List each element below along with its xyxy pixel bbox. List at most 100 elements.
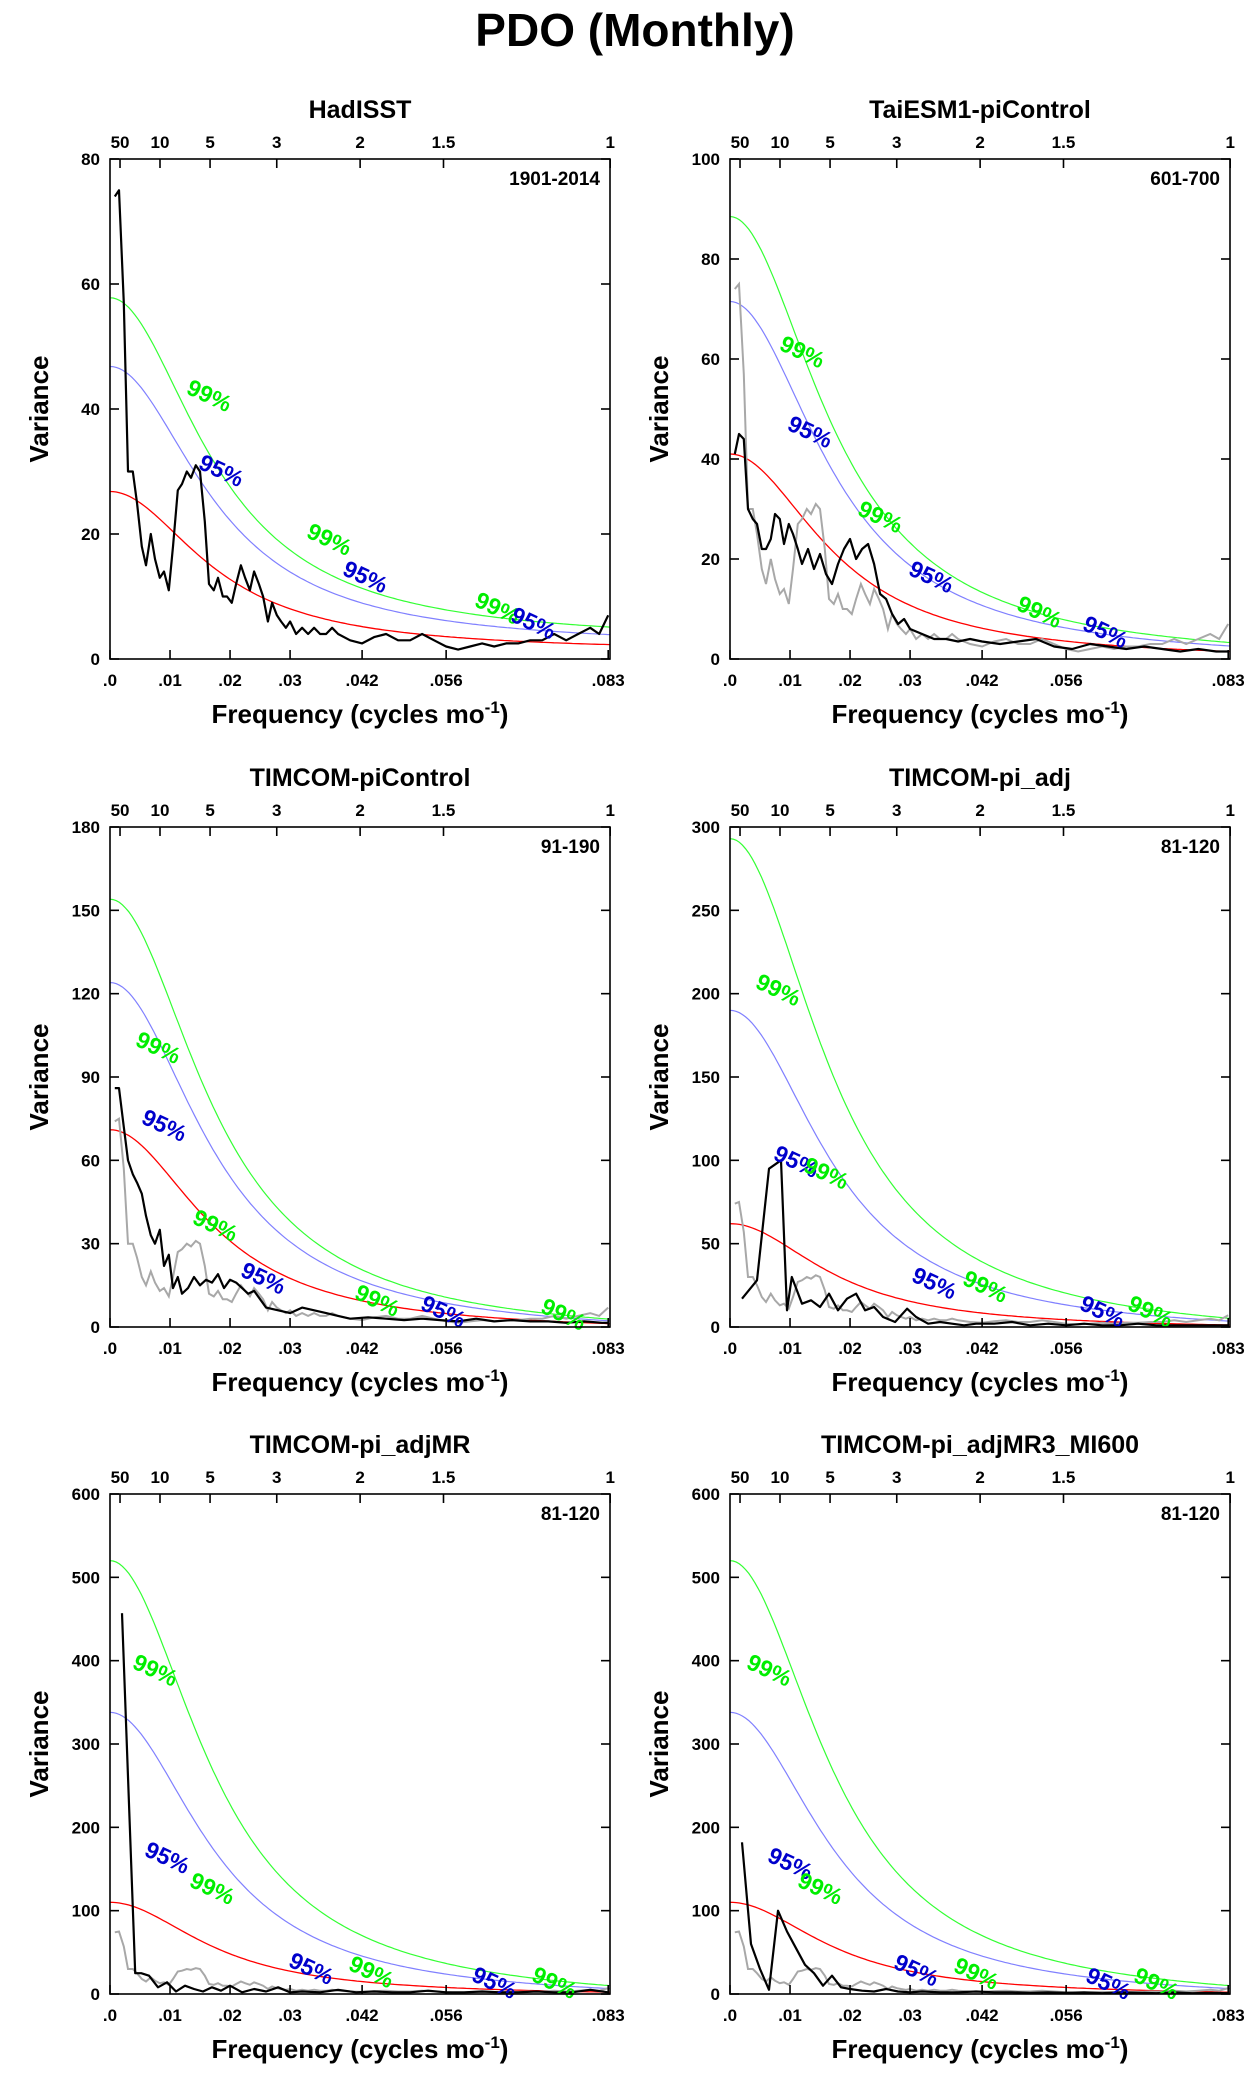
y-tick-label: 100 — [692, 1902, 720, 1921]
top-tick-label: 3 — [892, 133, 901, 152]
reference-spectrum-line — [734, 281, 1230, 653]
top-tick-label: 2 — [355, 133, 364, 152]
spectrum-line — [741, 1159, 1229, 1327]
x-tick-label: .0 — [103, 1339, 117, 1358]
x-axis-label: Frequency (cycles mo-1) — [832, 1366, 1129, 1397]
y-tick-label: 40 — [81, 400, 100, 419]
x-tick-label: .03 — [898, 1339, 922, 1358]
x-tick-label: .01 — [158, 671, 182, 690]
top-tick-label: 2 — [975, 801, 984, 820]
significance-label-99: 99% — [351, 1279, 404, 1322]
x-tick-label: .02 — [838, 1339, 862, 1358]
panel-title: TIMCOM-pi_adjMR3_MI600 — [821, 1431, 1139, 1459]
page-title: PDO (Monthly) — [475, 4, 794, 56]
confidence-99-curve — [730, 838, 1230, 1319]
y-tick-label: 250 — [692, 901, 720, 920]
x-tick-label: .0 — [103, 671, 117, 690]
y-tick-label: 50 — [701, 1235, 720, 1254]
top-tick-label: 1.5 — [1052, 801, 1076, 820]
spectrum-line — [113, 189, 610, 651]
x-tick-label: .03 — [278, 671, 302, 690]
confidence-99-curve — [110, 898, 610, 1320]
chart-panel-6: TIMCOM-pi_adjMR3_MI60081-12099%95%99%95%… — [644, 1431, 1245, 2064]
top-tick-label: 50 — [111, 1468, 130, 1487]
x-tick-label: .01 — [778, 671, 802, 690]
top-tick-label: 2 — [355, 801, 364, 820]
significance-label-99: 99% — [132, 1026, 185, 1069]
significance-label-99: 99% — [743, 1649, 796, 1692]
significance-label-95: 95% — [890, 1949, 943, 1992]
significance-label-99: 99% — [959, 1265, 1012, 1308]
top-tick-label: 50 — [731, 801, 750, 820]
plot-area — [730, 1560, 1230, 1994]
top-tick-label: 1.5 — [432, 1468, 456, 1487]
top-tick-label: 1 — [605, 133, 614, 152]
significance-label-99: 99% — [129, 1649, 182, 1692]
plot-frame — [109, 1493, 611, 1995]
panel-title: TIMCOM-pi_adj — [889, 764, 1071, 792]
significance-label-99: 99% — [794, 1867, 847, 1910]
x-axis-label: Frequency (cycles mo-1) — [212, 1366, 509, 1397]
panel-title: TIMCOM-pi_adjMR — [250, 1431, 471, 1459]
confidence-99-curve — [730, 215, 1230, 644]
top-tick-label: 5 — [825, 1468, 834, 1487]
x-tick-label: .056 — [430, 1339, 463, 1358]
x-tick-label: .042 — [966, 1339, 999, 1358]
x-tick-label: .03 — [898, 2006, 922, 2025]
plot-frame — [109, 826, 611, 1328]
y-tick-label: 100 — [72, 1902, 100, 1921]
plot-frame — [729, 158, 1231, 660]
spectrum-line — [114, 1086, 609, 1324]
significance-label-99: 99% — [345, 1950, 398, 1993]
y-tick-label: 600 — [72, 1485, 100, 1504]
x-tick-label: .083 — [592, 2006, 625, 2025]
significance-label-99: 99% — [189, 1204, 242, 1247]
x-tick-label: .042 — [346, 671, 379, 690]
confidence-99-curve — [110, 297, 610, 628]
x-axis-label: Frequency (cycles mo-1) — [832, 2033, 1129, 2064]
top-tick-label: 1.5 — [1052, 1468, 1076, 1487]
top-tick-label: 2 — [975, 1468, 984, 1487]
y-tick-label: 90 — [81, 1068, 100, 1087]
significance-label-99: 99% — [950, 1952, 1003, 1995]
top-tick-label: 2 — [975, 133, 984, 152]
top-tick-label: 5 — [205, 1468, 214, 1487]
x-tick-label: .042 — [346, 1339, 379, 1358]
x-tick-label: .02 — [838, 671, 862, 690]
red-noise-curve — [730, 1901, 1230, 1993]
confidence-99-curve — [730, 1560, 1230, 1987]
x-tick-label: .042 — [346, 2006, 379, 2025]
significance-label-99: 99% — [1130, 1962, 1183, 2005]
top-tick-label: 50 — [111, 133, 130, 152]
y-axis-label: Variance — [644, 1691, 674, 1798]
confidence-95-curve — [730, 300, 1230, 647]
y-tick-label: 300 — [72, 1735, 100, 1754]
confidence-99-curve — [110, 1560, 610, 1987]
y-tick-label: 200 — [692, 985, 720, 1004]
significance-label-95: 95% — [285, 1947, 338, 1990]
plot-area — [110, 189, 610, 651]
y-tick-label: 80 — [701, 250, 720, 269]
top-tick-label: 1 — [605, 1468, 614, 1487]
y-tick-label: 200 — [692, 1818, 720, 1837]
x-tick-label: .03 — [278, 2006, 302, 2025]
top-tick-label: 1 — [605, 801, 614, 820]
significance-label-99: 99% — [537, 1293, 590, 1336]
panel-period: 81-120 — [1161, 837, 1220, 858]
top-tick-label: 3 — [892, 1468, 901, 1487]
significance-label-95: 95% — [237, 1257, 290, 1300]
confidence-95-curve — [110, 1711, 610, 1990]
top-tick-label: 50 — [111, 801, 130, 820]
x-tick-label: .02 — [218, 1339, 242, 1358]
x-tick-label: .056 — [1050, 671, 1083, 690]
significance-label-95: 95% — [507, 601, 560, 644]
chart-panel-4: TIMCOM-pi_adj81-12099%95%99%95%99%95%99%… — [644, 764, 1245, 1397]
y-tick-label: 0 — [711, 1318, 720, 1337]
panel-period: 91-190 — [541, 837, 600, 858]
top-tick-label: 2 — [355, 1468, 364, 1487]
significance-label-99: 99% — [776, 330, 829, 373]
y-tick-label: 400 — [692, 1652, 720, 1671]
top-tick-label: 10 — [771, 801, 790, 820]
